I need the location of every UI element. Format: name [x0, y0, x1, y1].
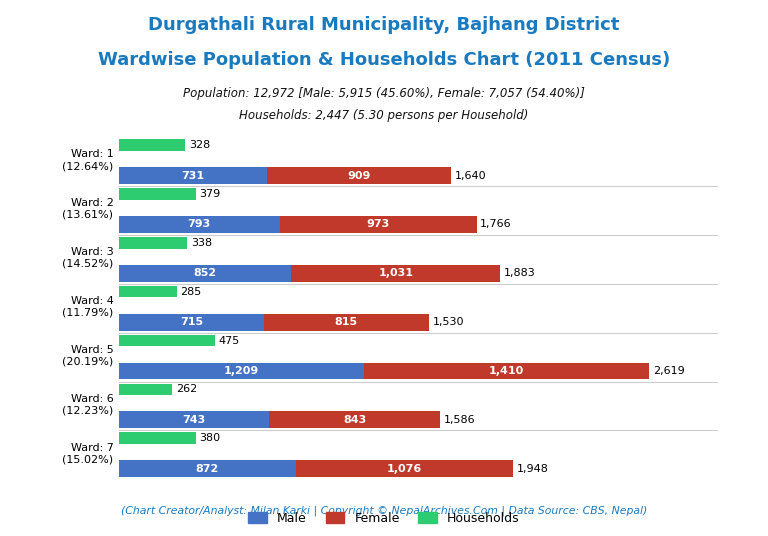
- Text: 285: 285: [180, 287, 202, 296]
- Bar: [119, 412, 270, 428]
- Bar: [364, 362, 649, 379]
- Bar: [270, 412, 440, 428]
- Text: 743: 743: [183, 415, 206, 425]
- Text: 731: 731: [181, 170, 204, 181]
- Text: 1,530: 1,530: [432, 317, 464, 327]
- Text: 380: 380: [200, 433, 220, 443]
- Bar: [119, 335, 215, 346]
- Text: Population: 12,972 [Male: 5,915 (45.60%), Female: 7,057 (54.40%)]: Population: 12,972 [Male: 5,915 (45.60%)…: [183, 87, 585, 100]
- Bar: [119, 188, 196, 200]
- Bar: [119, 433, 196, 444]
- Bar: [296, 460, 513, 477]
- Text: 2,619: 2,619: [653, 366, 684, 376]
- Bar: [292, 265, 500, 281]
- Text: 793: 793: [187, 219, 211, 229]
- Text: 328: 328: [189, 140, 210, 150]
- Bar: [119, 167, 267, 184]
- Bar: [119, 384, 172, 395]
- Text: 475: 475: [219, 336, 240, 346]
- Text: 1,410: 1,410: [489, 366, 524, 376]
- Text: Households: 2,447 (5.30 persons per Household): Households: 2,447 (5.30 persons per Hous…: [240, 109, 528, 122]
- Text: 715: 715: [180, 317, 203, 327]
- Bar: [119, 362, 364, 379]
- Text: 1,586: 1,586: [444, 415, 475, 425]
- Bar: [280, 216, 476, 233]
- Text: 872: 872: [196, 464, 219, 474]
- Text: 815: 815: [335, 317, 358, 327]
- Text: 1,209: 1,209: [223, 366, 259, 376]
- Legend: Male, Female, Households: Male, Female, Households: [243, 507, 525, 530]
- Text: 1,640: 1,640: [455, 170, 486, 181]
- Bar: [267, 167, 451, 184]
- Text: 379: 379: [200, 189, 220, 199]
- Text: 1,948: 1,948: [517, 464, 549, 474]
- Bar: [119, 139, 185, 151]
- Text: 262: 262: [176, 384, 197, 394]
- Bar: [263, 314, 429, 331]
- Text: 909: 909: [347, 170, 371, 181]
- Text: (Chart Creator/Analyst: Milan Karki | Copyright © NepalArchives.Com | Data Sourc: (Chart Creator/Analyst: Milan Karki | Co…: [121, 505, 647, 516]
- Text: 1,031: 1,031: [379, 268, 413, 278]
- Bar: [119, 460, 296, 477]
- Bar: [119, 216, 280, 233]
- Text: 338: 338: [191, 238, 212, 248]
- Text: 973: 973: [366, 219, 389, 229]
- Text: 1,766: 1,766: [480, 219, 511, 229]
- Text: 843: 843: [343, 415, 366, 425]
- Text: 852: 852: [194, 268, 217, 278]
- Text: Wardwise Population & Households Chart (2011 Census): Wardwise Population & Households Chart (…: [98, 51, 670, 69]
- Text: 1,883: 1,883: [504, 268, 535, 278]
- Bar: [119, 237, 187, 249]
- Text: 1,076: 1,076: [387, 464, 422, 474]
- Text: Durgathali Rural Municipality, Bajhang District: Durgathali Rural Municipality, Bajhang D…: [148, 16, 620, 34]
- Bar: [119, 286, 177, 297]
- Bar: [119, 265, 292, 281]
- Bar: [119, 314, 263, 331]
